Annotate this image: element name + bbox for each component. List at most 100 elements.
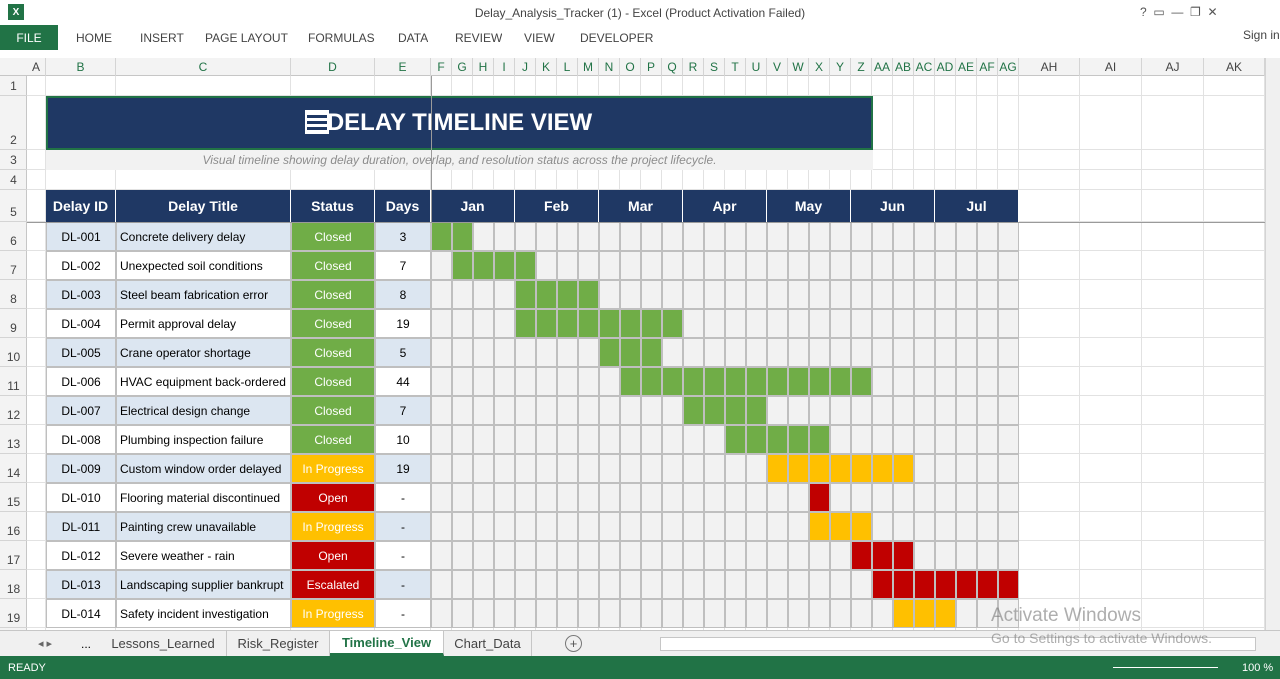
tab-more[interactable]: ... (80, 636, 91, 651)
timeline-cell (725, 512, 746, 541)
delay-id: DL-004 (46, 309, 116, 338)
column-header: M (578, 58, 599, 76)
ribbon-tab[interactable]: REVIEW (455, 30, 503, 45)
timeline-bar-cell (515, 309, 536, 338)
timeline-cell (935, 541, 956, 570)
sheet-tab[interactable]: Timeline_View (330, 631, 444, 656)
timeline-cell (662, 599, 683, 628)
freeze-line (27, 222, 1265, 223)
timeline-cell (620, 251, 641, 280)
column-header: S (704, 58, 725, 76)
timeline-cell (494, 396, 515, 425)
timeline-cell (599, 512, 620, 541)
timeline-bar-cell (704, 396, 725, 425)
timeline-cell (788, 483, 809, 512)
timeline-cell (830, 425, 851, 454)
row-header: 5 (0, 190, 27, 222)
timeline-cell (956, 338, 977, 367)
tab-nav[interactable]: ◂ ▸ (37, 638, 53, 650)
timeline-cell (914, 222, 935, 251)
timeline-cell (935, 367, 956, 396)
timeline-cell (704, 483, 725, 512)
timeline-cell (452, 367, 473, 396)
timeline-cell (431, 483, 452, 512)
ribbon-tab[interactable]: HOME (76, 30, 112, 45)
timeline-cell (620, 570, 641, 599)
timeline-cell (746, 512, 767, 541)
timeline-cell (998, 309, 1019, 338)
timeline-cell (767, 512, 788, 541)
timeline-bar-cell (893, 541, 914, 570)
column-header: AD (935, 58, 956, 76)
column-header: V (767, 58, 788, 76)
sheet-tab[interactable]: Chart_Data (444, 631, 532, 656)
add-sheet[interactable]: + (565, 635, 582, 652)
banner-title: DELAY TIMELINE VIEW (46, 96, 873, 150)
timeline-cell (725, 338, 746, 367)
timeline-cell (977, 599, 998, 628)
timeline-cell (851, 396, 872, 425)
timeline-cell (578, 338, 599, 367)
zoom-level[interactable]: 100 % (1242, 661, 1274, 674)
ribbon-tab[interactable]: PAGE LAYOUT (205, 30, 288, 45)
timeline-cell (578, 454, 599, 483)
sheet-tab[interactable]: Lessons_Learned (100, 631, 227, 656)
timeline-cell (452, 512, 473, 541)
sheet-tab[interactable]: Risk_Register (227, 631, 330, 656)
delay-days: 7 (375, 396, 431, 425)
file-tab[interactable]: FILE (0, 25, 58, 50)
timeline-cell (914, 251, 935, 280)
timeline-cell (977, 512, 998, 541)
timeline-bar-cell (725, 367, 746, 396)
timeline-cell (662, 512, 683, 541)
timeline-cell (599, 367, 620, 396)
ribbon-tab[interactable]: INSERT (140, 30, 184, 45)
timeline-cell (914, 483, 935, 512)
timeline-cell (683, 599, 704, 628)
timeline-cell (431, 454, 452, 483)
timeline-cell (641, 396, 662, 425)
timeline-cell (998, 483, 1019, 512)
timeline-cell (977, 309, 998, 338)
excel-icon[interactable]: X (8, 4, 24, 20)
ribbon-tab[interactable]: DATA (398, 30, 429, 45)
timeline-cell (473, 396, 494, 425)
timeline-bar-cell (515, 280, 536, 309)
zoom-slider[interactable] (1113, 667, 1218, 668)
ribbon-tab[interactable]: FORMULAS (308, 30, 375, 45)
timeline-cell (494, 309, 515, 338)
timeline-cell (998, 454, 1019, 483)
timeline-bar-cell (935, 570, 956, 599)
delay-days: 10 (375, 425, 431, 454)
vertical-scrollbar[interactable] (1265, 58, 1280, 630)
timeline-cell (914, 425, 935, 454)
timeline-bar-cell (767, 425, 788, 454)
window-controls[interactable]: ? ▭ — ❐ ✕ (1140, 5, 1218, 19)
sign-in[interactable]: Sign in (1243, 28, 1280, 42)
timeline-bar-cell (872, 454, 893, 483)
timeline-cell (683, 483, 704, 512)
timeline-cell (683, 222, 704, 251)
column-header: I (494, 58, 515, 76)
ribbon-tab[interactable]: DEVELOPER (580, 30, 654, 45)
timeline-cell (578, 570, 599, 599)
timeline-bar-cell (914, 599, 935, 628)
timeline-cell (830, 599, 851, 628)
timeline-cell (851, 425, 872, 454)
timeline-cell (452, 280, 473, 309)
delay-days: 7 (375, 251, 431, 280)
column-header: D (291, 58, 375, 76)
timeline-cell (977, 338, 998, 367)
timeline-cell (725, 541, 746, 570)
ribbon-tab[interactable]: VIEW (524, 30, 555, 45)
timeline-cell (641, 251, 662, 280)
timeline-cell (956, 541, 977, 570)
timeline-bar-cell (746, 425, 767, 454)
timeline-bar-cell (452, 222, 473, 251)
timeline-cell (851, 338, 872, 367)
column-header: A (27, 58, 46, 76)
timeline-cell (662, 483, 683, 512)
timeline-cell (893, 338, 914, 367)
timeline-cell (746, 599, 767, 628)
horizontal-scrollbar[interactable] (660, 637, 1256, 651)
